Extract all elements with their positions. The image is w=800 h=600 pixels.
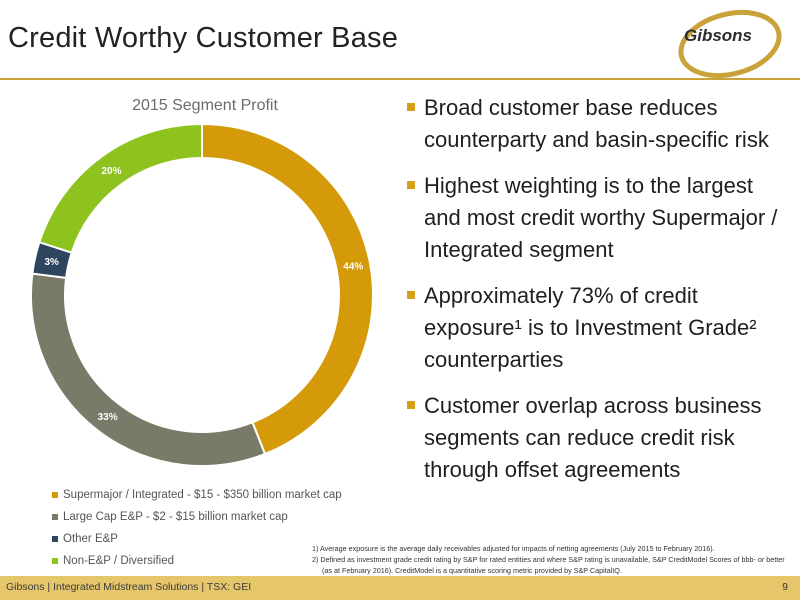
data-label-non-ep: 20% xyxy=(101,166,121,177)
bullet-text: Approximately 73% of credit exposure¹ is… xyxy=(424,283,757,372)
footnote-2: 2) Defined as investment grade credit ra… xyxy=(312,555,785,575)
bullet-text: Customer overlap across business segment… xyxy=(424,393,762,482)
bullet-item: Highest weighting is to the largest and … xyxy=(402,170,794,266)
donut-slice-large-cap xyxy=(30,272,267,467)
chart-title: 2015 Segment Profit xyxy=(132,97,278,114)
legend-item-large-cap: Large Cap E&P - $2 - $15 billion market … xyxy=(52,506,342,528)
legend-label: Supermajor / Integrated - $15 - $350 bil… xyxy=(63,489,342,501)
data-label-supermajor: 44% xyxy=(343,262,363,273)
bullet-marker xyxy=(407,103,415,111)
page-title: Credit Worthy Customer Base xyxy=(8,22,399,54)
footer-text: Gibsons | Integrated Midstream Solutions… xyxy=(6,581,252,593)
donut-slice-supermajor xyxy=(201,122,374,456)
legend-swatch xyxy=(52,536,58,542)
legend-swatch xyxy=(52,558,58,564)
data-label-other-ep: 3% xyxy=(44,257,59,268)
legend-item-other-ep: Other E&P xyxy=(52,528,342,550)
footnote-1: 1) Average exposure is the average daily… xyxy=(312,544,715,553)
legend-item-non-ep: Non-E&P / Diversified xyxy=(52,550,342,572)
bullet-item: Broad customer base reduces counterparty… xyxy=(402,92,794,156)
bullet-list: Broad customer base reduces counterparty… xyxy=(402,92,794,500)
bullet-item: Customer overlap across business segment… xyxy=(402,390,794,486)
bullet-marker xyxy=(407,181,415,189)
page-number: 9 xyxy=(782,581,788,593)
legend-label: Non-E&P / Diversified xyxy=(63,555,174,567)
legend-label: Large Cap E&P - $2 - $15 billion market … xyxy=(63,511,288,523)
footer-bar: Gibsons | Integrated Midstream Solutions… xyxy=(0,576,800,600)
legend-swatch xyxy=(52,514,58,520)
bullet-text: Highest weighting is to the largest and … xyxy=(424,173,778,262)
bullet-text: Broad customer base reduces counterparty… xyxy=(424,95,769,152)
data-label-large-cap: 33% xyxy=(98,412,118,423)
title-divider xyxy=(0,78,800,80)
logo-wordmark: Gibsons xyxy=(684,26,752,45)
legend-label: Other E&P xyxy=(63,533,118,545)
bullet-item: Approximately 73% of credit exposure¹ is… xyxy=(402,280,794,376)
legend-swatch xyxy=(52,492,58,498)
bullet-marker xyxy=(407,291,415,299)
footnotes: 1) Average exposure is the average daily… xyxy=(312,543,792,576)
chart-legend: Supermajor / Integrated - $15 - $350 bil… xyxy=(52,484,342,572)
donut-chart: 44% 33% 3% 20% xyxy=(30,122,374,467)
legend-item-supermajor: Supermajor / Integrated - $15 - $350 bil… xyxy=(52,484,342,506)
company-logo: Gibsons xyxy=(678,9,782,79)
donut-slice-non-ep xyxy=(38,122,203,254)
bullet-marker xyxy=(407,401,415,409)
